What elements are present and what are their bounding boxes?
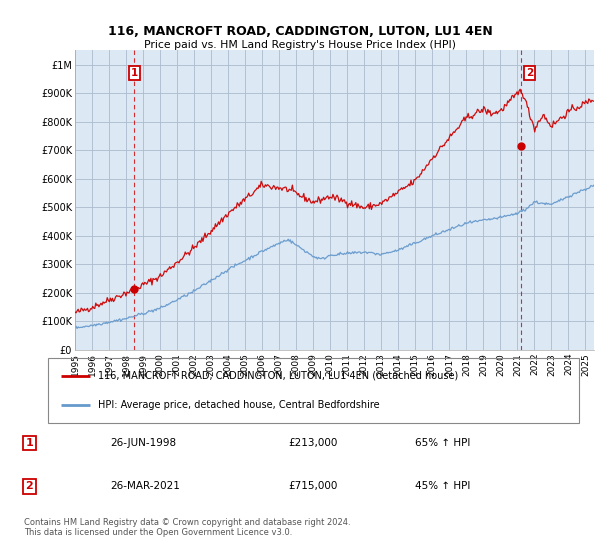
Text: 26-JUN-1998: 26-JUN-1998 (110, 438, 176, 448)
Text: 65% ↑ HPI: 65% ↑ HPI (415, 438, 470, 448)
Text: 116, MANCROFT ROAD, CADDINGTON, LUTON, LU1 4EN: 116, MANCROFT ROAD, CADDINGTON, LUTON, L… (107, 25, 493, 38)
Text: 116, MANCROFT ROAD, CADDINGTON, LUTON, LU1 4EN (detached house): 116, MANCROFT ROAD, CADDINGTON, LUTON, L… (98, 371, 458, 381)
Text: 26-MAR-2021: 26-MAR-2021 (110, 482, 180, 491)
Text: 45% ↑ HPI: 45% ↑ HPI (415, 482, 470, 491)
Text: Price paid vs. HM Land Registry's House Price Index (HPI): Price paid vs. HM Land Registry's House … (144, 40, 456, 50)
Text: 2: 2 (25, 482, 33, 491)
Text: HPI: Average price, detached house, Central Bedfordshire: HPI: Average price, detached house, Cent… (98, 400, 380, 410)
Text: Contains HM Land Registry data © Crown copyright and database right 2024.
This d: Contains HM Land Registry data © Crown c… (24, 518, 350, 538)
Text: 1: 1 (25, 438, 33, 448)
Text: £213,000: £213,000 (289, 438, 338, 448)
Text: 2: 2 (526, 68, 533, 78)
Text: 1: 1 (131, 68, 138, 78)
Text: £715,000: £715,000 (289, 482, 338, 491)
